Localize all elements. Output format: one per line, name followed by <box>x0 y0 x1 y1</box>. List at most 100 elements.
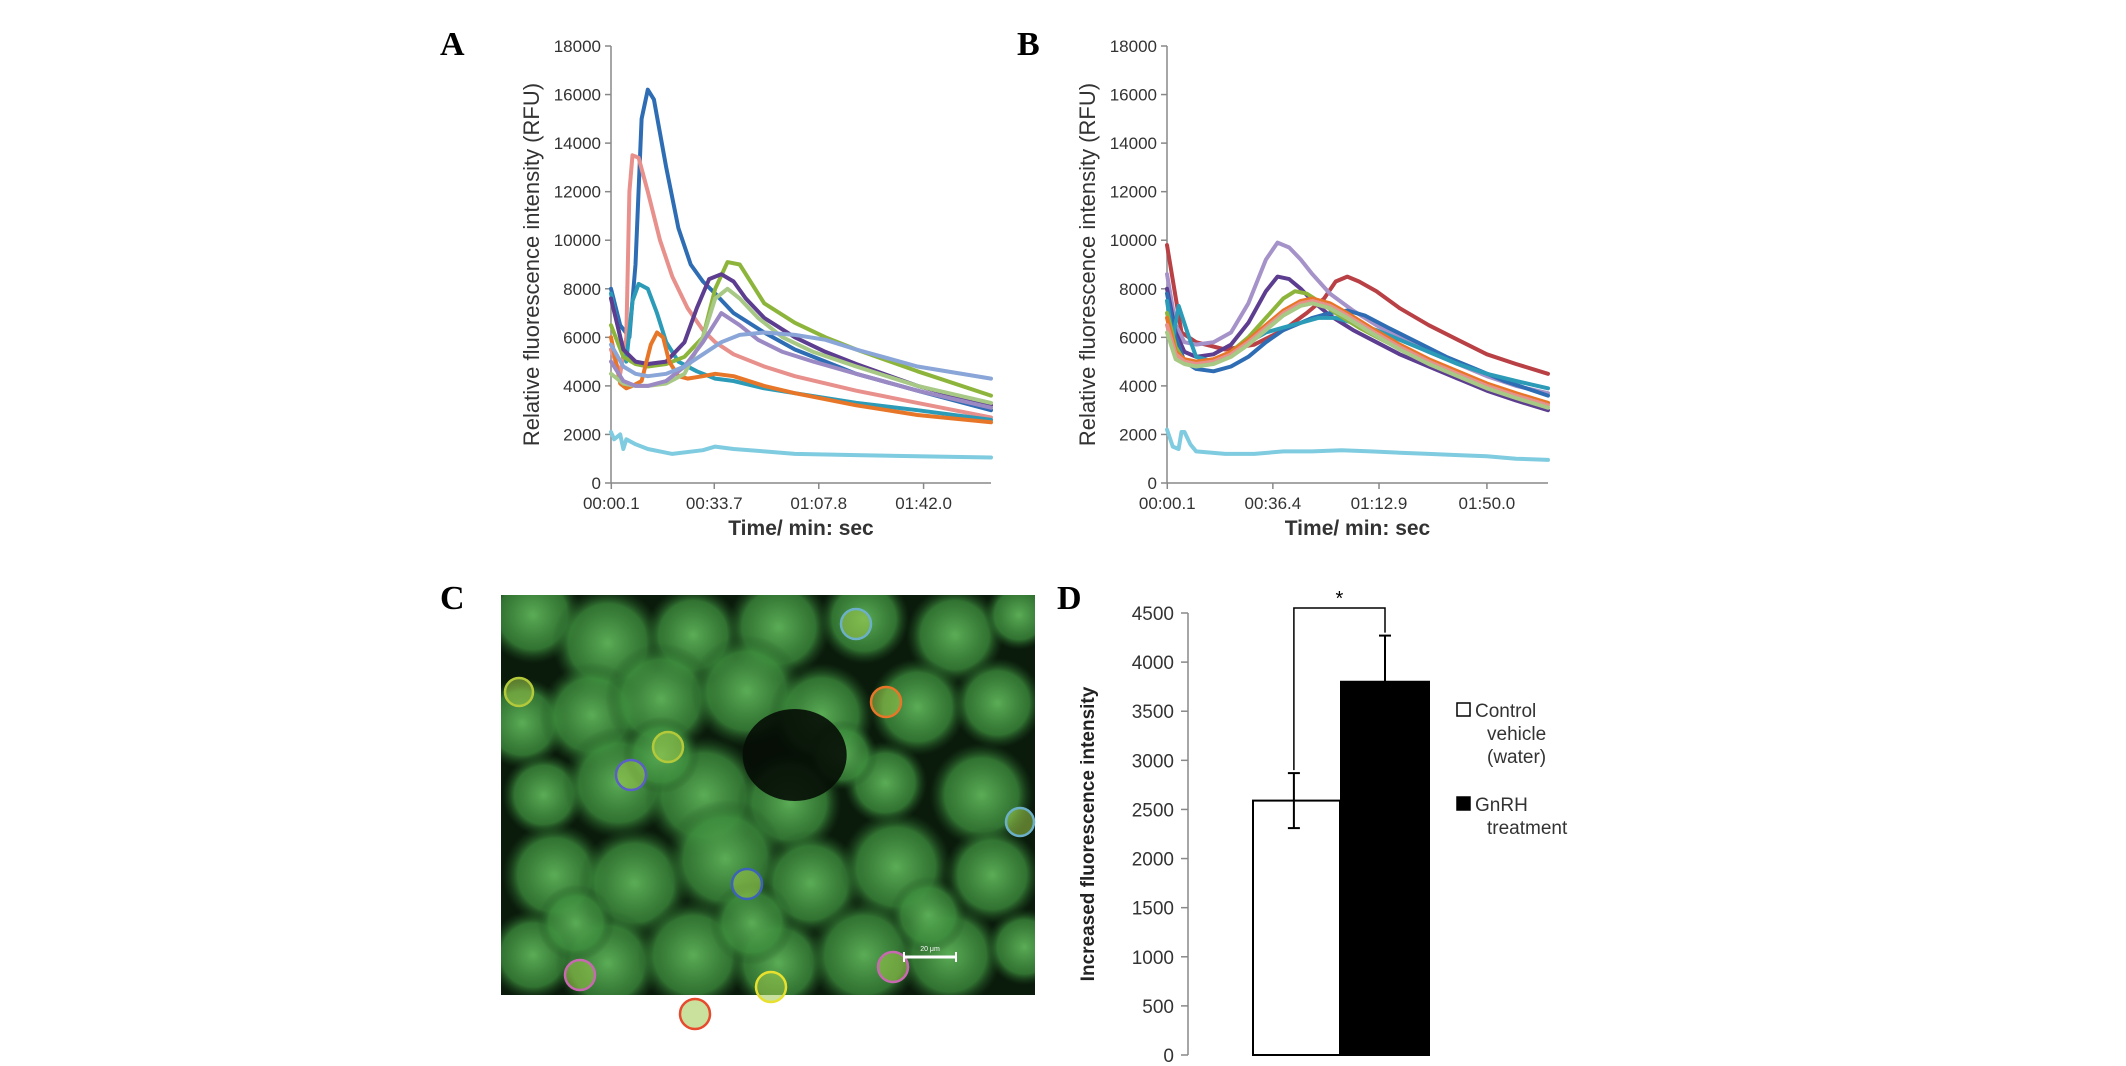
series-line-8 <box>609 311 993 410</box>
roi-circle-1 <box>503 676 535 708</box>
panel-label-b: B <box>1017 26 1040 63</box>
y-tick-label: 0 <box>1148 474 1157 493</box>
panel-label-c: C <box>440 580 465 617</box>
legend-swatch-1 <box>1456 702 1471 717</box>
legend-label-2: GnRH <box>1475 795 1528 816</box>
x-tick-label: 01:12.9 <box>1351 494 1408 513</box>
y-tick-label: 10000 <box>554 231 601 250</box>
x-tick-label: 00:00.1 <box>1139 494 1196 513</box>
roi-circle-5 <box>869 685 903 719</box>
x-axis-label: Time/ min: sec <box>1285 517 1431 540</box>
cell-layer <box>501 595 1035 995</box>
x-tick-label: 00:36.4 <box>1244 494 1301 513</box>
series-line-3 <box>1165 274 1550 413</box>
x-tick-label: 01:42.0 <box>895 494 952 513</box>
cell-10 <box>605 643 718 755</box>
series-line-8 <box>1165 298 1550 408</box>
y-tick-label: 3000 <box>1132 751 1174 772</box>
y-tick-label: 8000 <box>1119 280 1157 299</box>
cell-14 <box>952 657 1035 749</box>
series-line-1 <box>609 87 993 413</box>
scale-bar-label: 20 μm <box>920 946 940 953</box>
series-line-9 <box>609 330 993 381</box>
roi-circle-3 <box>614 758 648 792</box>
y-tick-label: 6000 <box>563 328 601 347</box>
chart-panel-a: 0 2000 4000 6000 8000 10000 12000 14000 16000 180… <box>519 37 993 540</box>
y-tick-label: 8000 <box>563 280 601 299</box>
y-axis-label: Increased fluorescence intensity <box>1078 686 1099 981</box>
roi-circle-10 <box>754 970 788 1004</box>
y-tick-label: 0 <box>592 474 601 493</box>
y-tick-label: 16000 <box>554 86 601 105</box>
y-tick-label: 2000 <box>1132 850 1174 871</box>
y-tick-label: 1500 <box>1132 899 1174 920</box>
y-tick-label: 4000 <box>1132 653 1174 674</box>
roi-circle-2 <box>651 730 685 764</box>
chart-panel-b: 0 2000 4000 6000 8000 10000 12000 14000 16000 180… <box>1075 37 1550 540</box>
panel-label-d: D <box>1057 580 1082 617</box>
y-tick-label: 1000 <box>1132 948 1174 969</box>
y-tick-label: 16000 <box>1110 86 1157 105</box>
y-tick-label: 4000 <box>1119 377 1157 396</box>
x-tick-label: 00:00.1 <box>583 494 640 513</box>
x-tick-label: 01:07.8 <box>790 494 847 513</box>
series-line-2 <box>609 153 993 420</box>
cell-37 <box>537 884 615 962</box>
x-tick-label: 00:33.7 <box>686 494 743 513</box>
y-tick-label: 2500 <box>1132 800 1174 821</box>
bar-2 <box>1340 680 1430 1056</box>
y-tick-label: 2000 <box>563 425 601 444</box>
x-axis-label: Time/ min: sec <box>728 517 874 540</box>
legend-label-2: treatment <box>1487 818 1568 839</box>
legend-label-1: Control <box>1475 701 1536 722</box>
cell-36 <box>709 881 794 965</box>
micrograph-panel-c: 20 μm <box>501 595 1036 1031</box>
legend-label-1: (water) <box>1487 747 1546 768</box>
y-tick-label: 18000 <box>1110 37 1157 56</box>
y-tick-label: 6000 <box>1119 328 1157 347</box>
x-tick-label: 01:50.0 <box>1459 494 1516 513</box>
series-line-4 <box>1165 291 1550 398</box>
y-tick-label: 500 <box>1142 997 1174 1018</box>
series-line-10 <box>1165 427 1550 462</box>
y-tick-label: 14000 <box>554 134 601 153</box>
series-line-4 <box>609 260 993 398</box>
y-axis-label: Relative fluorescence intensity (RFU) <box>519 83 544 446</box>
cell-7 <box>983 595 1035 650</box>
roi-circle-7 <box>1004 806 1036 838</box>
cell-38 <box>889 876 967 954</box>
panel-label-a: A <box>440 26 465 63</box>
y-tick-label: 10000 <box>1110 231 1157 250</box>
legend-label-1: vehicle <box>1487 724 1546 745</box>
roi-circle-6 <box>730 867 764 901</box>
y-tick-label: 12000 <box>1110 183 1157 202</box>
bar-1 <box>1252 799 1341 1056</box>
cell-26 <box>943 826 1035 924</box>
y-tick-label: 14000 <box>1110 134 1157 153</box>
roi-circle-4 <box>839 607 873 641</box>
roi-circle-11 <box>876 950 910 984</box>
y-tick-label: 4000 <box>563 377 601 396</box>
series-line-7 <box>1165 296 1550 405</box>
y-tick-label: 0 <box>1163 1046 1174 1066</box>
y-tick-label: 12000 <box>554 183 601 202</box>
dark-void <box>742 709 847 801</box>
y-axis-label: Relative fluorescence intensity (RFU) <box>1075 83 1100 446</box>
legend-swatch-2 <box>1456 796 1471 811</box>
significance-bracket <box>1293 607 1386 771</box>
significance-marker: * <box>1336 588 1344 610</box>
series-line-5 <box>1165 298 1550 391</box>
cell-13 <box>868 658 967 756</box>
y-tick-label: 4500 <box>1132 604 1174 625</box>
roi-circle-8 <box>563 958 597 992</box>
y-tick-label: 18000 <box>554 37 601 56</box>
y-tick-label: 3500 <box>1132 702 1174 723</box>
bar-chart-panel-d: 0 500 1000 1500 2000 2500 3000 3500 4000 4500 Incr… <box>1078 588 1568 1066</box>
series-line-9 <box>1165 301 1550 410</box>
roi-circle-9 <box>678 997 712 1031</box>
series-line-10 <box>609 430 993 460</box>
y-tick-label: 2000 <box>1119 425 1157 444</box>
cell-33 <box>985 908 1035 986</box>
series-line-5 <box>609 272 993 408</box>
